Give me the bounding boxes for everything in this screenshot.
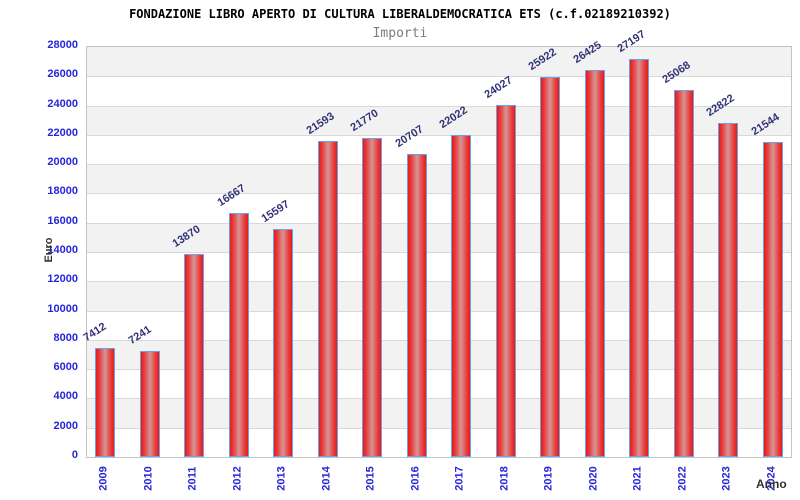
bar xyxy=(228,212,249,457)
y-axis-tick-label: 26000 xyxy=(47,68,78,81)
grid-band xyxy=(87,105,791,135)
gridline xyxy=(87,164,791,166)
x-axis-tick-label: 2021 xyxy=(631,466,644,491)
x-axis-tick-label: 2019 xyxy=(542,466,555,491)
x-axis-tick-label: 2014 xyxy=(320,466,333,491)
bar xyxy=(673,89,694,457)
gridline xyxy=(87,105,791,107)
gridline xyxy=(87,252,791,253)
bar xyxy=(406,153,427,457)
bar xyxy=(95,348,115,457)
y-axis-tick-label: 20000 xyxy=(47,156,78,169)
gridline xyxy=(87,281,791,283)
gridline xyxy=(87,310,791,312)
grid-band xyxy=(87,427,791,457)
bar xyxy=(139,350,160,457)
grid-band xyxy=(87,339,791,370)
gridline xyxy=(87,369,791,371)
y-axis-tick-label: 24000 xyxy=(47,97,78,110)
y-axis-tick-label: 18000 xyxy=(47,185,78,198)
grid-band xyxy=(87,398,791,428)
gridline xyxy=(87,427,791,429)
bar xyxy=(495,105,516,457)
gridline xyxy=(87,193,791,195)
grid-band xyxy=(87,47,791,77)
grid-band xyxy=(87,281,791,311)
bar xyxy=(362,138,383,457)
bar xyxy=(629,58,650,457)
x-axis-tick-label: 2022 xyxy=(676,466,689,491)
gridline xyxy=(87,134,791,136)
grid-band xyxy=(87,222,791,252)
y-axis-tick-label: 10000 xyxy=(47,302,78,315)
bar xyxy=(451,134,472,457)
chart-subtitle: Importi xyxy=(372,26,428,41)
y-axis-tick-label: 14000 xyxy=(47,244,78,256)
x-axis-tick-label: 2010 xyxy=(142,466,155,491)
grid-band xyxy=(87,164,791,194)
bar xyxy=(763,141,783,457)
bar xyxy=(317,140,338,457)
x-axis-tick-label: 2017 xyxy=(453,466,466,491)
y-axis-tick-label: 6000 xyxy=(53,361,78,374)
gridline xyxy=(87,76,791,78)
y-axis-tick-label: 12000 xyxy=(47,273,78,286)
x-axis-tick-label: 2011 xyxy=(186,466,199,491)
y-axis-tick-label: 28000 xyxy=(47,39,78,51)
y-axis-tick-label: 8000 xyxy=(53,331,78,344)
bar xyxy=(718,122,739,457)
grid-band xyxy=(87,76,791,106)
x-axis-tick-label: 2012 xyxy=(231,466,244,491)
grid-band xyxy=(87,310,791,340)
y-axis-tick-label: 4000 xyxy=(53,390,78,403)
y-axis-title: Euro xyxy=(43,237,55,263)
bar xyxy=(273,228,294,457)
plot-area: 7412 7241 13870 16667 15597 21593 21770 20707 22… xyxy=(81,28,792,458)
bar xyxy=(184,253,205,457)
y-axis-tick-label: 2000 xyxy=(53,419,78,432)
x-axis-tick-label: 2023 xyxy=(720,466,733,491)
bar xyxy=(540,77,561,457)
chart-title: FONDAZIONE LIBRO APERTO DI CULTURA LIBER… xyxy=(129,7,671,21)
y-axis-tick-label: 0 xyxy=(71,449,78,461)
bar xyxy=(584,70,605,457)
y-axis-tick-label: 22000 xyxy=(47,126,78,139)
y-axis-tick-label: 16000 xyxy=(47,214,78,227)
x-axis-tick-label: 2009 xyxy=(97,466,110,491)
grid-band xyxy=(87,252,791,282)
gridline xyxy=(87,398,791,400)
x-axis-tick-label: 2020 xyxy=(587,466,600,491)
grid-band xyxy=(87,134,791,165)
gridline xyxy=(87,339,791,341)
x-axis-tick-label: 2016 xyxy=(409,466,422,491)
grid-band xyxy=(87,193,791,223)
x-axis-tick-label: 2018 xyxy=(498,466,511,491)
grid-band xyxy=(87,369,791,399)
gridline xyxy=(87,222,791,224)
x-axis-tick-label: 2013 xyxy=(275,466,288,491)
x-axis-tick-label: 2015 xyxy=(364,466,377,491)
x-axis-title: Anno xyxy=(756,477,787,491)
